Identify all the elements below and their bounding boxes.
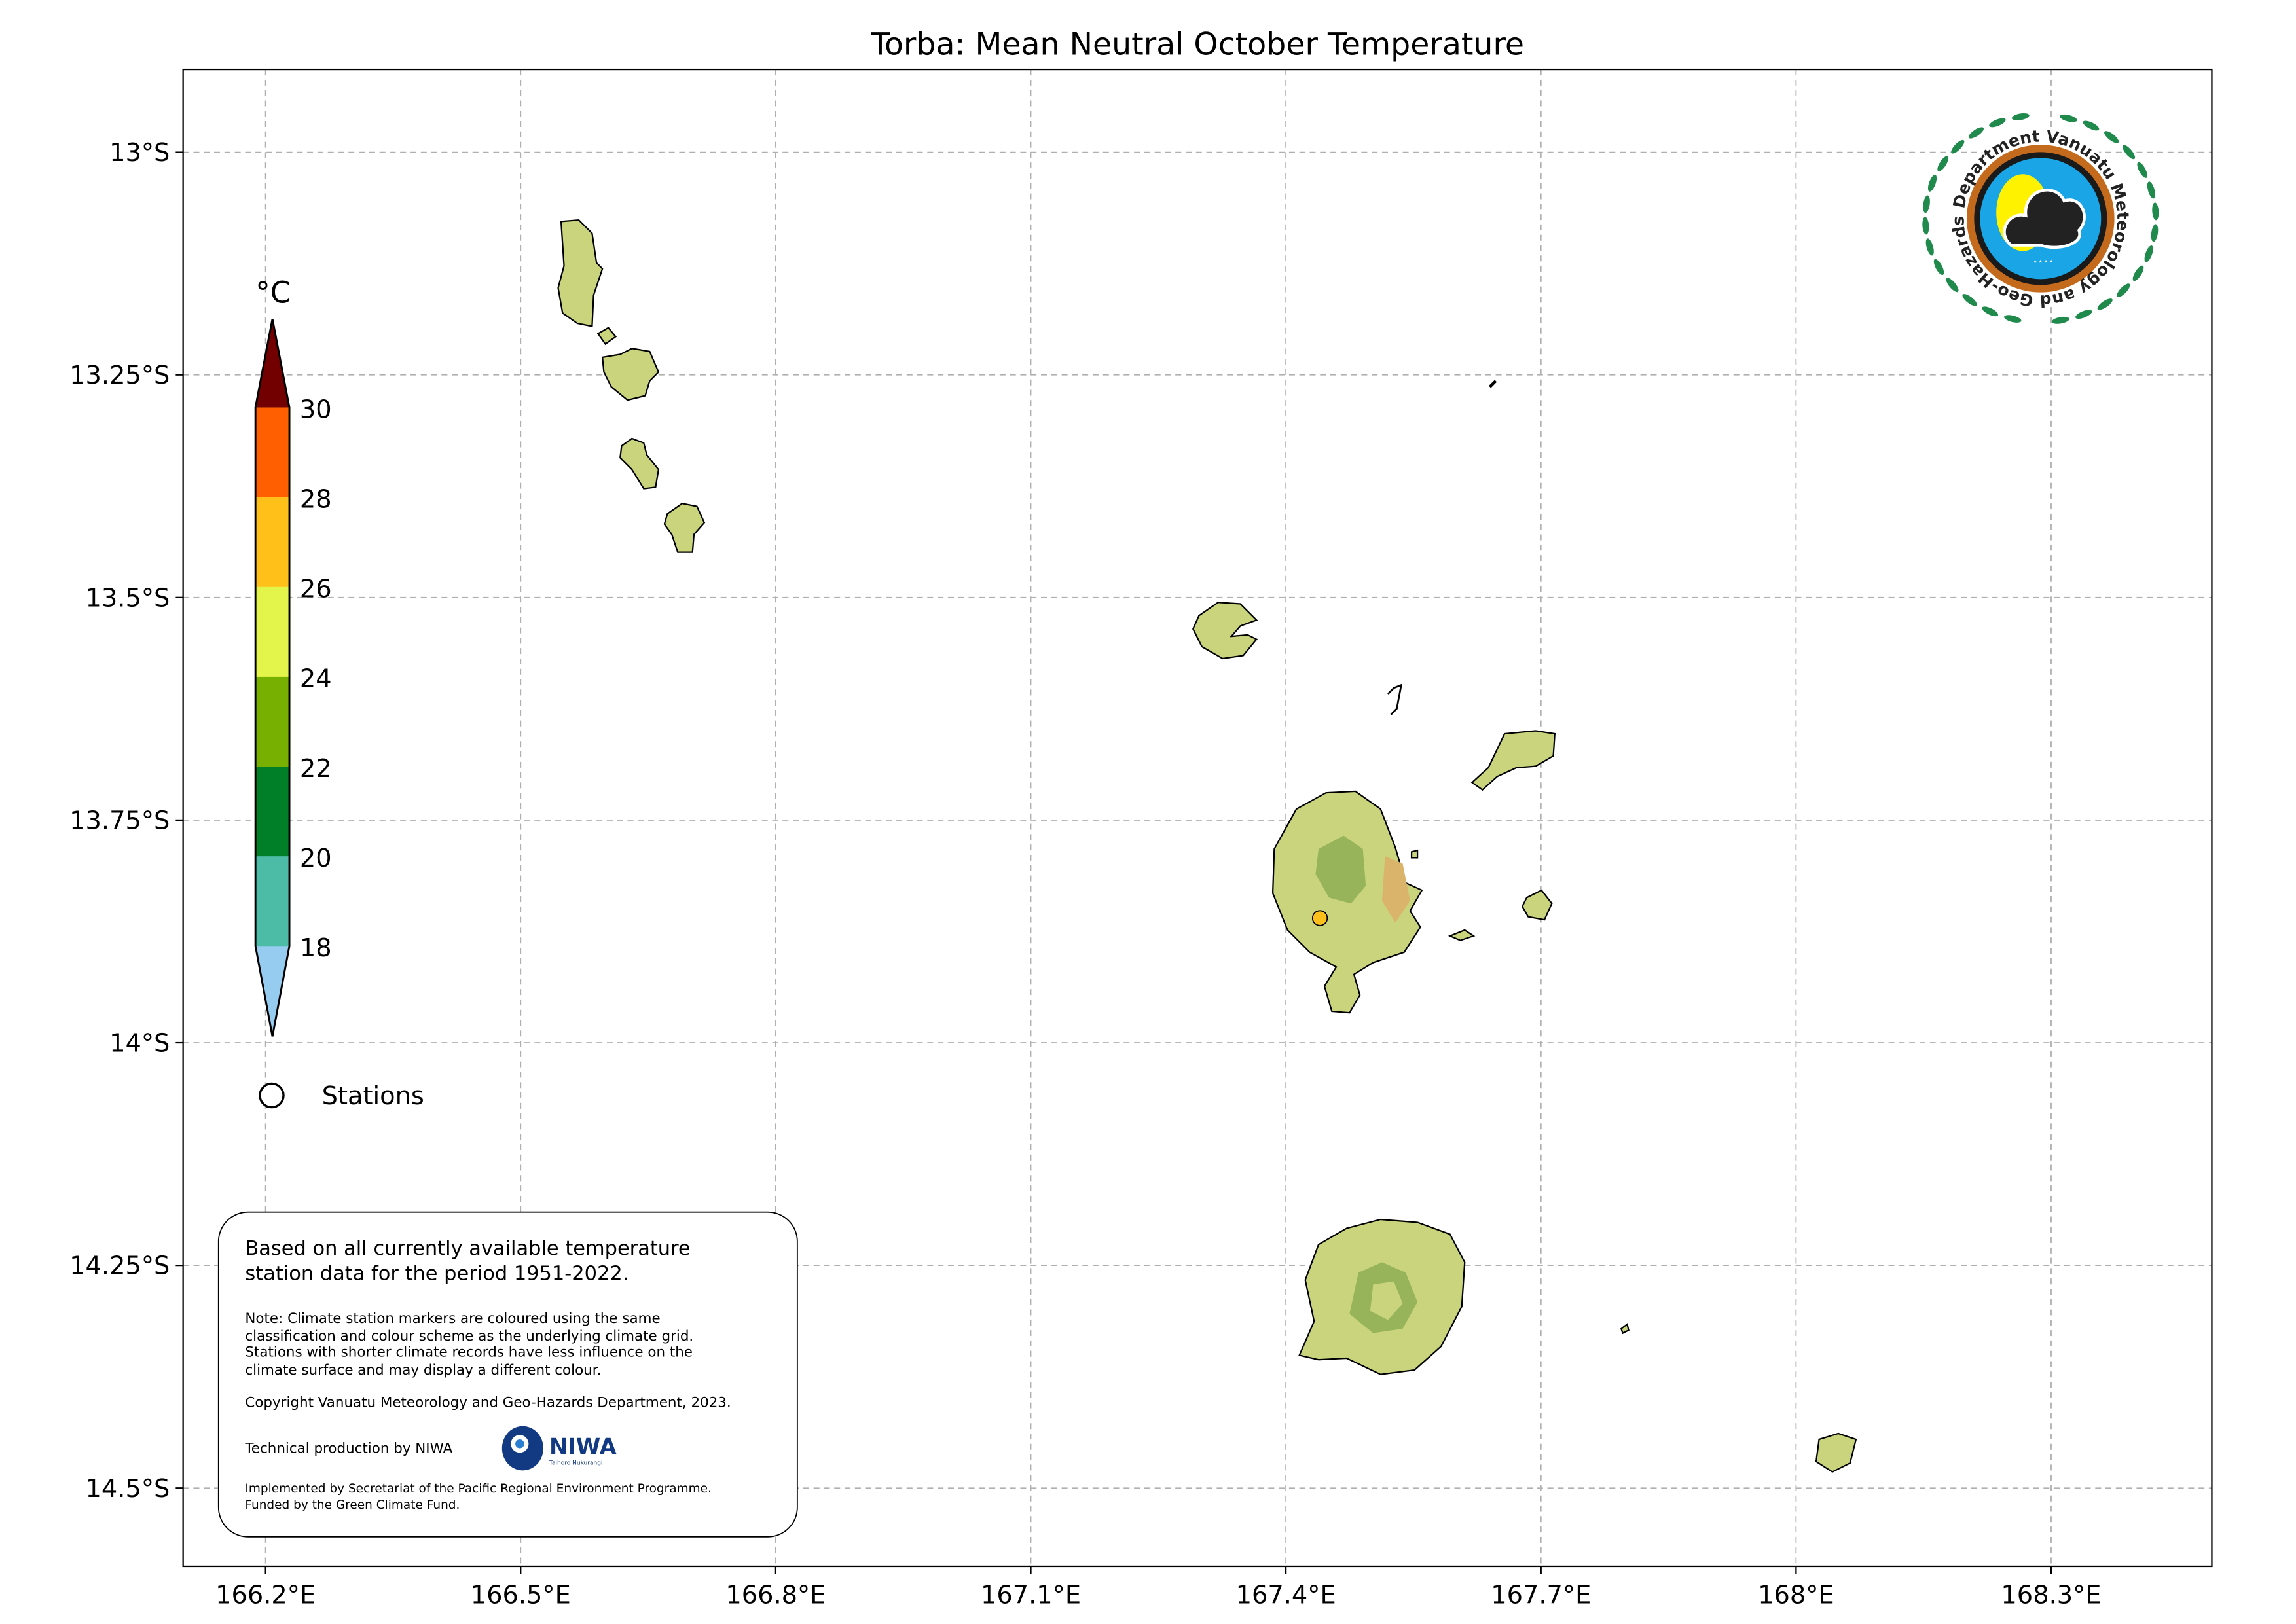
colorbar-bin	[255, 856, 290, 947]
colorbar-bin	[255, 767, 290, 857]
colorbar-extend-max	[255, 319, 290, 408]
colorbar-tick-label: 28	[300, 484, 332, 514]
colorbar: 30 28 26 24 22 20 18	[254, 318, 332, 1037]
niwa-wordmark: NIWA	[549, 1434, 617, 1460]
colorbar-bin	[255, 407, 290, 498]
info-box: Based on all currently available tempera…	[217, 1211, 798, 1538]
colorbar-bin	[255, 676, 290, 768]
niwa-logo: NIWA Taihoro Nukurangi	[501, 1426, 617, 1471]
lat-tick-label: 13°S	[109, 138, 170, 168]
island-toga	[663, 502, 706, 553]
lon-tick-label: 167.1°E	[981, 1580, 1081, 1610]
map-frame	[182, 68, 2213, 1568]
island-vanua-lava-relief	[1315, 835, 1366, 904]
colorbar-unit: °C	[255, 275, 291, 310]
cloud-icon	[2003, 189, 2086, 249]
islet-1	[1620, 1323, 1630, 1335]
lon-tick-label: 166.2°E	[215, 1580, 316, 1610]
lon-tick-label: 168°E	[1758, 1580, 1834, 1610]
vmgd-logo: ★ ★ ★ ★ Department Vanuatu Meteorology a…	[1922, 113, 2159, 324]
station-legend-label: Stations	[322, 1081, 424, 1111]
colorbar-tick-label: 22	[300, 754, 332, 784]
island-tegua	[601, 348, 660, 401]
info-technical: Technical production by NIWA	[244, 1440, 452, 1456]
axis-ticks: 166.2°E 166.5°E 166.8°E 167.1°E 167.4°E 167.7…	[69, 138, 2101, 1610]
island-ureparapara	[1192, 602, 1258, 660]
lon-tick-label: 166.8°E	[725, 1580, 826, 1610]
stations	[1311, 910, 1328, 926]
lon-tick-label: 167.4°E	[1236, 1580, 1336, 1610]
info-note-2: Stations with shorter climate records ha…	[245, 1344, 693, 1361]
lat-tick-label: 14.25°S	[69, 1252, 170, 1281]
svg-text:★ ★ ★ ★: ★ ★ ★ ★	[2033, 259, 2054, 264]
lat-tick-label: 13.25°S	[69, 361, 170, 390]
info-note-1: classification and colour scheme as the …	[245, 1328, 693, 1344]
island-merelava	[1815, 1432, 1857, 1473]
islands	[557, 219, 1857, 1473]
island-loh	[596, 327, 617, 346]
lat-tick-label: 13.5°S	[86, 583, 170, 613]
info-funded: Funded by the Green Climate Fund.	[245, 1498, 460, 1512]
gridlines	[183, 69, 2212, 1566]
islet-4	[1410, 849, 1419, 859]
island-mota	[1521, 889, 1553, 921]
colorbar-tick-label: 18	[300, 933, 332, 963]
island-linua	[619, 437, 660, 490]
colorbar-tick-label: 24	[300, 664, 332, 694]
island-vanua-lava-east	[1381, 856, 1410, 923]
islet-2	[1489, 380, 1497, 388]
lat-tick-label: 13.75°S	[69, 806, 170, 835]
lat-tick-label: 14.5°S	[86, 1474, 170, 1504]
lon-tick-label: 168.3°E	[2001, 1580, 2101, 1610]
colorbar-outline	[254, 318, 291, 1037]
colorbar-tick-label: 26	[300, 575, 332, 604]
station-legend-marker	[259, 1082, 285, 1109]
lat-tick-label: 14°S	[109, 1029, 170, 1058]
wreath-icon	[1922, 113, 2159, 324]
colorbar-extend-min	[255, 946, 290, 1037]
lon-tick-label: 167.7°E	[1491, 1580, 1591, 1610]
lon-tick-label: 166.5°E	[471, 1580, 571, 1610]
island-gaua-lake-inner	[1370, 1281, 1403, 1320]
island-rah	[1448, 929, 1476, 941]
station-marker	[1311, 910, 1328, 926]
info-implemented: Implemented by Secretariat of the Pacifi…	[245, 1482, 711, 1496]
info-note-3: climate surface and may display a differ…	[245, 1362, 601, 1379]
colorbar-bin	[255, 586, 290, 678]
map-title: Torba: Mean Neutral October Temperature	[870, 27, 1524, 63]
islet-3	[1387, 683, 1403, 715]
info-line1: Based on all currently available tempera…	[245, 1237, 690, 1260]
info-copyright: Copyright Vanuatu Meteorology and Geo-Ha…	[245, 1394, 731, 1411]
colorbar-bin	[255, 497, 290, 588]
info-note-0: Note: Climate station markers are colour…	[245, 1310, 660, 1327]
island-hiu	[557, 219, 604, 327]
island-mota-lava	[1470, 730, 1556, 791]
niwa-tagline: Taihoro Nukurangi	[549, 1460, 602, 1466]
colorbar-tick-label: 20	[300, 844, 332, 873]
info-line2: station data for the period 1951-2022.	[245, 1262, 629, 1285]
colorbar-tick-label: 30	[300, 395, 332, 424]
